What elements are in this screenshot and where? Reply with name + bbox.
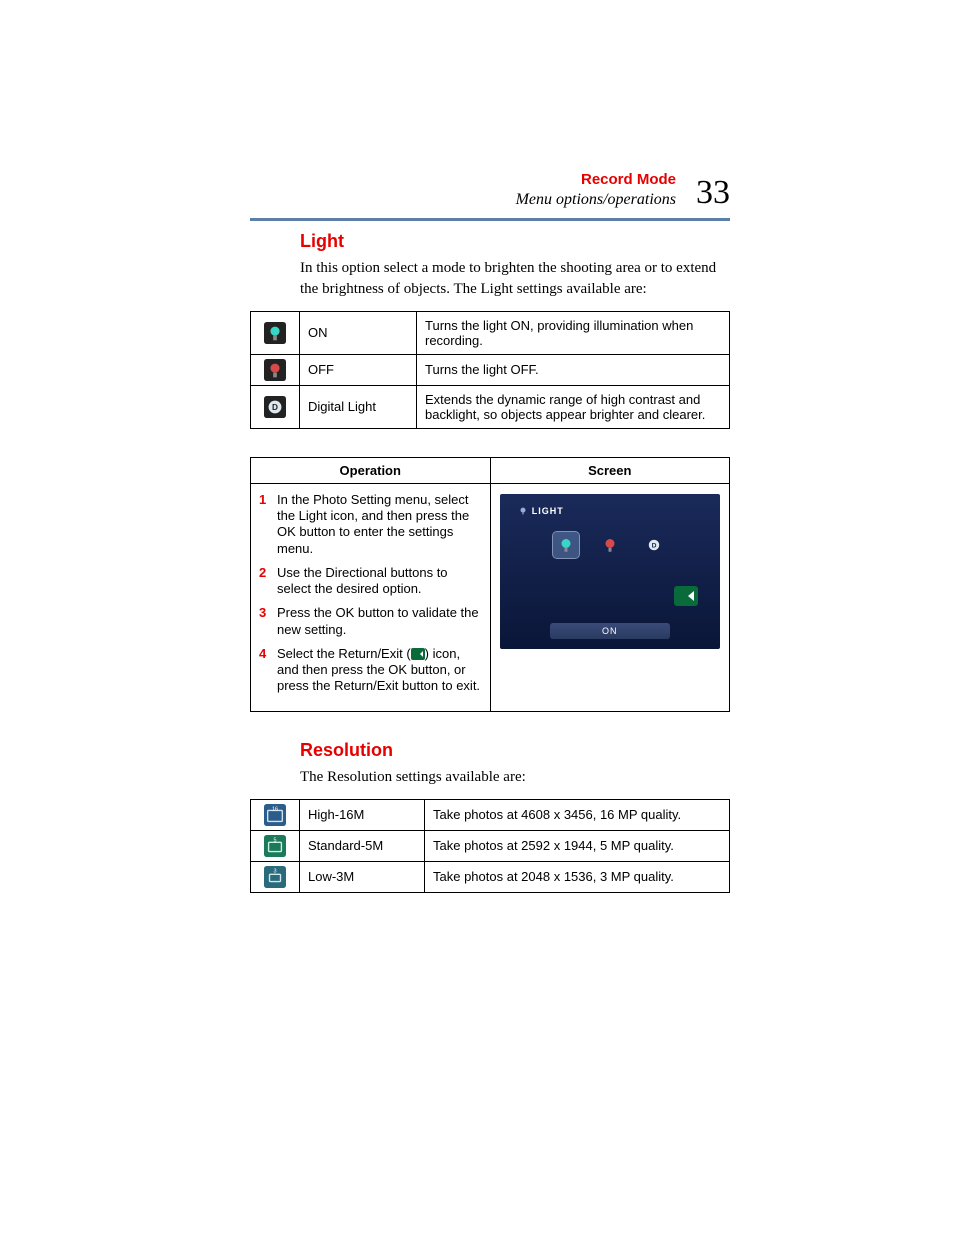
header-titles: Record Mode Menu options/operations <box>516 170 676 210</box>
table-row: 3 Low-3M Take photos at 2048 x 1536, 3 M… <box>251 861 730 892</box>
bulb-on-icon <box>264 322 286 344</box>
resolution-intro: The Resolution settings available are: <box>300 767 730 787</box>
step-number: 2 <box>259 565 266 581</box>
table-row: OFF Turns the light OFF. <box>251 354 730 385</box>
digital-light-icon: D <box>645 536 663 554</box>
setting-desc: Take photos at 2048 x 1536, 3 MP quality… <box>425 861 730 892</box>
operation-steps-cell: 1 In the Photo Setting menu, select the L… <box>251 483 491 711</box>
svg-text:D: D <box>272 403 278 412</box>
screen-return-icon <box>674 586 698 606</box>
table-header-row: Operation Screen <box>251 457 730 483</box>
return-exit-icon <box>411 648 425 660</box>
res-low-icon: 3 <box>264 866 286 888</box>
icon-cell: 3 <box>251 861 300 892</box>
setting-name: High-16M <box>300 799 425 830</box>
chapter-title: Record Mode <box>516 170 676 190</box>
step-text: Press the OK button to validate the new … <box>277 605 479 636</box>
step-number: 3 <box>259 605 266 621</box>
digital-light-icon: D <box>264 396 286 418</box>
operation-table: Operation Screen 1 In the Photo Setting m… <box>250 457 730 712</box>
setting-desc: Take photos at 2592 x 1944, 5 MP quality… <box>425 830 730 861</box>
screen-options: D <box>500 532 720 558</box>
res-high-icon: 16 <box>264 804 286 826</box>
setting-desc: Turns the light OFF. <box>417 354 730 385</box>
heading-light: Light <box>300 231 730 252</box>
operation-steps: 1 In the Photo Setting menu, select the L… <box>259 492 482 695</box>
setting-name: Digital Light <box>300 385 417 428</box>
resolution-settings-table: 16 High-16M Take photos at 4608 x 3456, … <box>250 799 730 893</box>
manual-page: Record Mode Menu options/operations 33 L… <box>0 0 954 893</box>
screen-opt-on <box>553 532 579 558</box>
icon-cell: 5 <box>251 830 300 861</box>
step-number: 1 <box>259 492 266 508</box>
screen-title-text: LIGHT <box>532 506 564 516</box>
icon-cell <box>251 311 300 354</box>
screen-opt-off <box>597 532 623 558</box>
setting-desc: Turns the light ON, providing illuminati… <box>417 311 730 354</box>
section-subtitle: Menu options/operations <box>516 190 676 211</box>
setting-desc: Take photos at 4608 x 3456, 16 MP qualit… <box>425 799 730 830</box>
bulb-off-icon <box>264 359 286 381</box>
icon-cell: 16 <box>251 799 300 830</box>
table-row: ON Turns the light ON, providing illumin… <box>251 311 730 354</box>
light-settings-table: ON Turns the light ON, providing illumin… <box>250 311 730 429</box>
step-item: 1 In the Photo Setting menu, select the L… <box>259 492 482 557</box>
svg-text:D: D <box>651 542 656 549</box>
light-intro: In this option select a mode to brighten… <box>300 258 730 299</box>
table-row: D Digital Light Extends the dynamic rang… <box>251 385 730 428</box>
screen-cell: LIGHT D <box>490 483 730 711</box>
svg-text:16: 16 <box>272 806 278 812</box>
page-header: Record Mode Menu options/operations 33 <box>250 170 730 210</box>
camera-screen-mock: LIGHT D <box>500 494 720 649</box>
setting-name: OFF <box>300 354 417 385</box>
step-item: 3 Press the OK button to validate the new… <box>259 605 482 638</box>
screen-opt-digital: D <box>641 532 667 558</box>
setting-name: Standard-5M <box>300 830 425 861</box>
bulb-off-icon <box>601 536 619 554</box>
res-standard-icon: 5 <box>264 835 286 857</box>
svg-text:3: 3 <box>273 868 276 874</box>
col-header-operation: Operation <box>251 457 491 483</box>
svg-text:5: 5 <box>273 837 276 843</box>
step-item: 2 Use the Directional buttons to select t… <box>259 565 482 598</box>
screen-status: ON <box>550 623 670 639</box>
setting-desc: Extends the dynamic range of high contra… <box>417 385 730 428</box>
bulb-icon <box>518 506 528 516</box>
step-text: Use the Directional buttons to select th… <box>277 565 448 596</box>
step-item: 4Select the Return/Exit () icon, and the… <box>259 646 482 695</box>
setting-name: Low-3M <box>300 861 425 892</box>
setting-name: ON <box>300 311 417 354</box>
page-number: 33 <box>696 176 730 210</box>
step-text-a: Select the Return/Exit ( <box>277 646 411 661</box>
table-row: 1 In the Photo Setting menu, select the L… <box>251 483 730 711</box>
icon-cell: D <box>251 385 300 428</box>
screen-title: LIGHT <box>518 506 564 516</box>
step-text: In the Photo Setting menu, select the Li… <box>277 492 469 556</box>
table-row: 5 Standard-5M Take photos at 2592 x 1944… <box>251 830 730 861</box>
step-number: 4 <box>259 646 266 662</box>
page-content: Light In this option select a mode to br… <box>250 231 730 893</box>
header-rule <box>250 218 730 221</box>
col-header-screen: Screen <box>490 457 730 483</box>
table-row: 16 High-16M Take photos at 4608 x 3456, … <box>251 799 730 830</box>
icon-cell <box>251 354 300 385</box>
heading-resolution: Resolution <box>300 740 730 761</box>
bulb-on-icon <box>557 536 575 554</box>
